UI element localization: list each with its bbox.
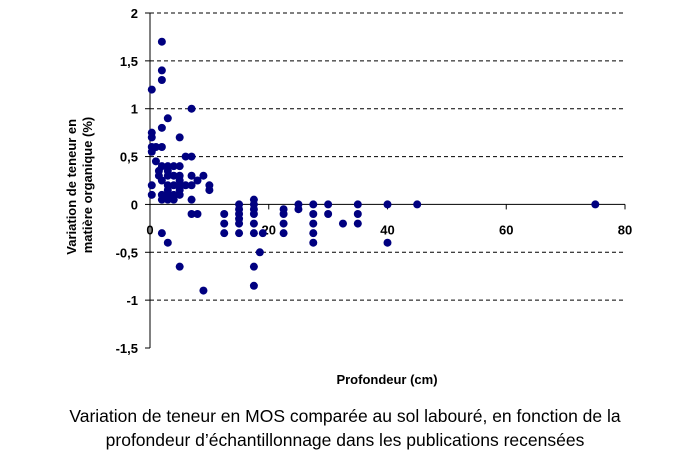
data-point [353,200,362,209]
data-point [249,262,258,271]
data-point [187,181,196,190]
data-point [309,200,318,209]
data-point [157,229,166,238]
data-point [338,219,347,228]
data-point [163,238,172,247]
caption-line-2: profondeur d’échantillonnage dans les pu… [105,430,585,450]
x-tick-label: 40 [380,222,394,237]
data-point [187,195,196,204]
data-point [157,176,166,185]
data-point [249,210,258,218]
data-point [157,143,166,151]
data-point [187,152,196,161]
data-point [147,181,156,190]
y-axis-title-line2: matière organique (%) [80,117,95,254]
y-tick-label: 1 [131,102,138,117]
data-point [157,195,166,204]
data-point [324,210,333,218]
data-point [147,190,156,199]
data-point [309,238,318,247]
data-point [169,171,178,180]
data-point [181,152,190,161]
x-axis-title: Profondeur (cm) [336,372,437,387]
data-point [187,210,196,218]
data-point [151,143,160,151]
y-tick-label: 2 [131,6,138,21]
data-point [163,114,172,123]
y-tick-label: 0,5 [120,150,138,165]
data-point [157,66,166,75]
data-point [309,219,318,228]
data-point [255,248,264,257]
data-point [235,229,244,238]
data-point [309,210,318,218]
y-axis-title-line1: Variation de teneur en [64,119,79,255]
scatter-chart: -1,5-1-0,500,511,52 0 20 40 60 80 Profondeur… [64,6,632,387]
data-point [157,37,166,46]
y-tick-label: -1 [126,293,138,308]
data-point [258,229,267,238]
data-point [324,200,333,209]
grid-lines [150,12,625,301]
data-point [220,210,229,218]
data-point [294,205,303,214]
data-point [279,210,288,218]
figure-caption: Variation de teneur en MOS comparée au s… [0,404,690,452]
data-point [163,195,172,204]
data-points [147,37,600,295]
data-point [383,238,392,247]
data-point [413,200,422,209]
data-point [199,286,208,295]
data-point [157,76,166,84]
y-tick-labels: -1,5 -1 -0,5 0 0,5 1 1,5 2 [116,6,138,356]
y-axis-title: Variation de teneur en matière organique… [64,115,95,254]
data-point [181,181,190,190]
caption-line-1: Variation de teneur en MOS comparée au s… [69,406,621,426]
x-tick-label: 80 [618,222,632,237]
data-point [235,219,244,228]
data-point [249,219,258,228]
axes [145,12,626,349]
data-point [220,229,229,238]
data-point [187,104,196,113]
data-point [279,229,288,238]
data-point [151,157,160,166]
x-tick-labels: 0 20 40 60 80 [146,222,632,237]
data-point [175,162,184,171]
data-point [193,176,202,185]
y-tick-label: 1,5 [120,54,138,69]
data-point [205,186,214,195]
data-point [353,219,362,228]
data-point [175,262,184,271]
data-point [157,123,166,132]
data-point [199,171,208,180]
data-point [163,171,172,180]
data-point [175,133,184,142]
x-tick-label: 0 [146,222,153,237]
data-point [169,181,178,190]
data-point [169,162,178,171]
data-point [249,281,258,290]
data-point [187,171,196,180]
y-tick-label: -0,5 [116,245,138,260]
data-point [309,229,318,238]
x-tick-label: 60 [499,222,513,237]
y-tick-label: 0 [131,197,138,212]
data-point [383,200,392,209]
data-point [175,190,184,199]
data-point [220,219,229,228]
data-point [279,219,288,228]
data-point [157,162,166,171]
data-point [249,229,258,238]
data-point [193,210,202,218]
data-point [147,85,156,94]
y-tick-label: -1,5 [116,341,138,356]
data-point [353,210,362,218]
data-point [591,200,600,209]
data-point [147,133,156,142]
data-point [169,195,178,204]
